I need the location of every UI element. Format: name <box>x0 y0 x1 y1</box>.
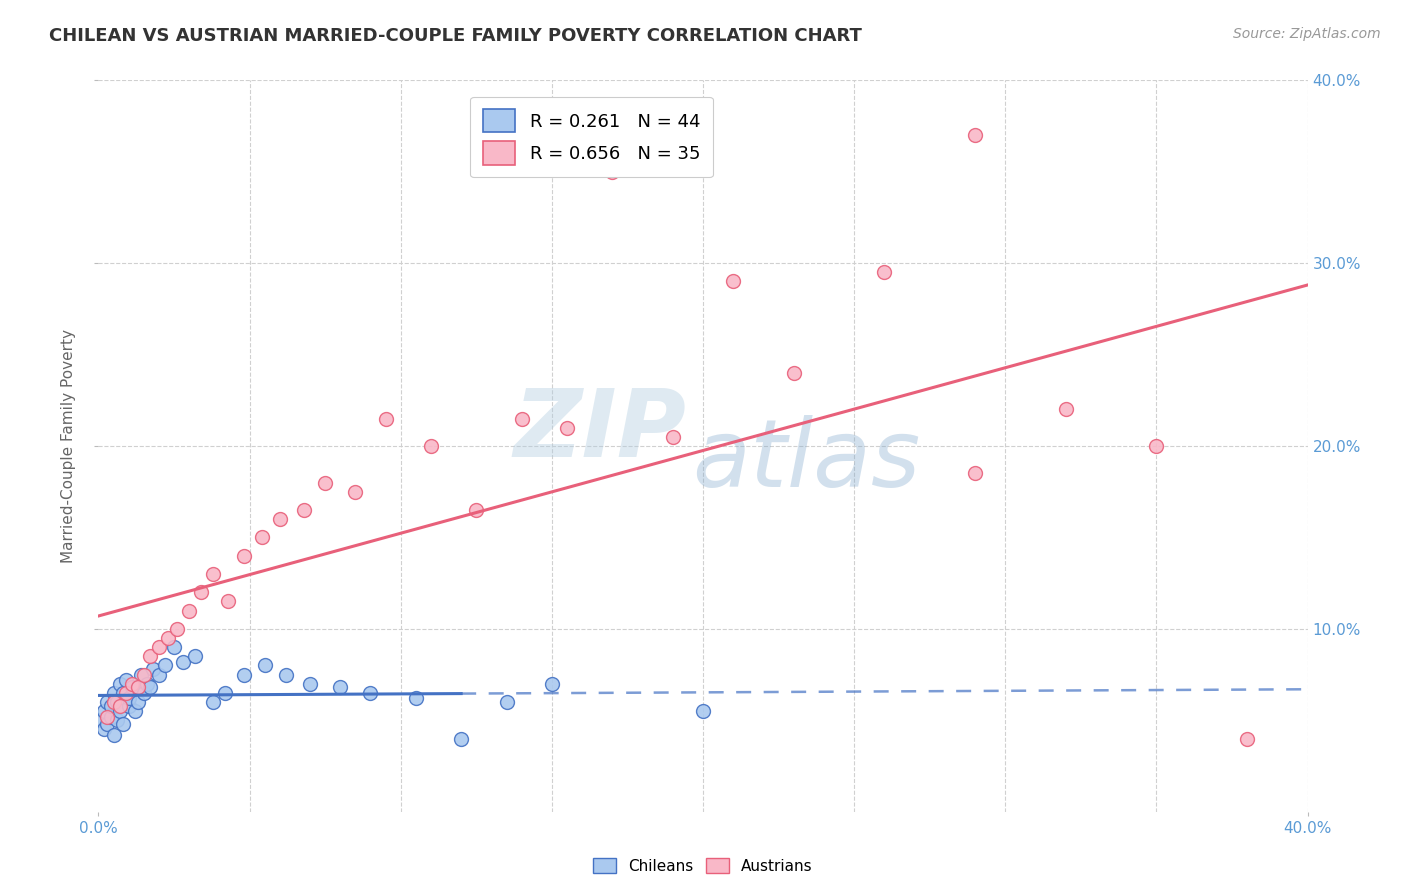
Point <box>103 695 125 709</box>
Point <box>723 275 745 289</box>
Point <box>450 731 472 746</box>
Point <box>465 503 488 517</box>
Text: Source: ZipAtlas.com: Source: ZipAtlas.com <box>1233 27 1381 41</box>
Point <box>873 265 896 279</box>
Point <box>111 686 134 700</box>
Point <box>179 603 201 617</box>
Point <box>172 655 194 669</box>
Point <box>100 698 122 713</box>
Point <box>217 594 239 608</box>
Point <box>132 667 155 681</box>
Point <box>202 695 225 709</box>
Point <box>314 475 336 490</box>
Point <box>100 709 122 723</box>
Point <box>90 714 112 728</box>
Point <box>93 704 115 718</box>
Point <box>96 717 118 731</box>
Point <box>103 686 125 700</box>
Point <box>692 704 714 718</box>
Point <box>602 164 624 178</box>
Point <box>105 714 128 728</box>
Y-axis label: Married-Couple Family Poverty: Married-Couple Family Poverty <box>60 329 76 563</box>
Point <box>495 695 517 709</box>
Text: ZIP: ZIP <box>513 385 686 477</box>
Point <box>142 662 165 676</box>
Point <box>163 640 186 655</box>
Point <box>344 484 367 499</box>
Point <box>292 503 315 517</box>
Point <box>148 667 170 681</box>
Point <box>166 622 188 636</box>
Point <box>118 691 141 706</box>
Text: CHILEAN VS AUSTRIAN MARRIED-COUPLE FAMILY POVERTY CORRELATION CHART: CHILEAN VS AUSTRIAN MARRIED-COUPLE FAMIL… <box>49 27 862 45</box>
Point <box>250 530 273 544</box>
Point <box>540 676 562 690</box>
Point <box>190 585 212 599</box>
Point <box>124 704 146 718</box>
Point <box>783 366 806 380</box>
Point <box>1236 731 1258 746</box>
Point <box>253 658 276 673</box>
Point <box>121 676 143 690</box>
Point <box>184 649 207 664</box>
Point <box>510 411 533 425</box>
Point <box>121 681 143 695</box>
Legend: Chileans, Austrians: Chileans, Austrians <box>588 852 818 880</box>
Point <box>1144 439 1167 453</box>
Point <box>360 686 382 700</box>
Point <box>103 728 125 742</box>
Point <box>114 686 136 700</box>
Point <box>148 640 170 655</box>
Point <box>105 695 128 709</box>
Point <box>420 439 443 453</box>
Point <box>118 698 141 713</box>
Point <box>661 430 683 444</box>
Point <box>139 681 162 695</box>
Point <box>111 717 134 731</box>
Point <box>127 695 149 709</box>
Point <box>156 631 179 645</box>
Point <box>108 676 131 690</box>
Point <box>374 411 396 425</box>
Point <box>274 667 297 681</box>
Point <box>232 667 254 681</box>
Point <box>232 549 254 563</box>
Point <box>329 681 352 695</box>
Point <box>114 673 136 687</box>
Point <box>269 512 291 526</box>
Point <box>96 695 118 709</box>
Point <box>555 421 578 435</box>
Point <box>202 567 225 582</box>
Point <box>153 658 176 673</box>
Point <box>108 698 131 713</box>
Text: atlas: atlas <box>692 415 920 506</box>
Point <box>96 709 118 723</box>
Point <box>299 676 322 690</box>
Point <box>139 649 162 664</box>
Point <box>405 691 427 706</box>
Point <box>965 467 987 481</box>
Point <box>93 723 115 737</box>
Point <box>214 686 236 700</box>
Point <box>132 686 155 700</box>
Point <box>108 704 131 718</box>
Point <box>135 676 157 690</box>
Legend: R = 0.261   N = 44, R = 0.656   N = 35: R = 0.261 N = 44, R = 0.656 N = 35 <box>470 96 713 178</box>
Point <box>1054 402 1077 417</box>
Point <box>127 681 149 695</box>
Point <box>129 667 152 681</box>
Point <box>965 128 987 143</box>
